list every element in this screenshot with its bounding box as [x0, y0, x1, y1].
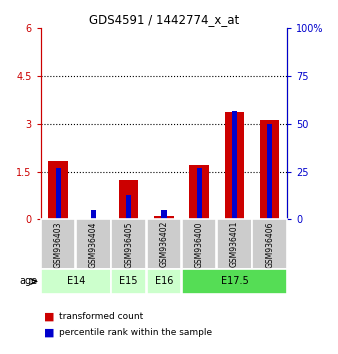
Bar — [182, 269, 287, 294]
Bar — [119, 179, 138, 219]
Text: E16: E16 — [155, 276, 173, 286]
Bar — [161, 210, 167, 219]
Text: age: age — [19, 276, 37, 286]
Bar — [267, 124, 272, 219]
Text: ■: ■ — [44, 312, 54, 322]
Bar — [182, 219, 216, 269]
Text: GSM936404: GSM936404 — [89, 221, 98, 268]
Text: transformed count: transformed count — [59, 312, 143, 321]
Bar — [112, 219, 146, 269]
Text: ■: ■ — [44, 328, 54, 338]
Text: GSM936406: GSM936406 — [265, 221, 274, 268]
Text: E17.5: E17.5 — [221, 276, 248, 286]
Bar — [112, 269, 146, 294]
Bar — [41, 269, 111, 294]
Text: GSM936400: GSM936400 — [195, 221, 204, 268]
Text: GSM936401: GSM936401 — [230, 221, 239, 268]
Text: GSM936403: GSM936403 — [54, 221, 63, 268]
Bar — [190, 165, 209, 219]
Bar — [225, 112, 244, 219]
Bar — [154, 216, 174, 219]
Bar — [55, 168, 61, 219]
Bar — [147, 269, 181, 294]
Text: GSM936405: GSM936405 — [124, 221, 133, 268]
Bar — [91, 210, 96, 219]
Bar — [147, 219, 181, 269]
Bar — [48, 161, 68, 219]
Bar — [217, 219, 252, 269]
Text: percentile rank within the sample: percentile rank within the sample — [59, 328, 212, 337]
Bar — [232, 110, 237, 219]
Text: E14: E14 — [67, 276, 85, 286]
Bar — [196, 168, 202, 219]
Bar — [252, 219, 287, 269]
Bar — [260, 120, 280, 219]
Bar — [41, 219, 75, 269]
Bar — [126, 195, 131, 219]
Text: E15: E15 — [119, 276, 138, 286]
Title: GDS4591 / 1442774_x_at: GDS4591 / 1442774_x_at — [89, 13, 239, 26]
Bar — [76, 219, 111, 269]
Text: GSM936402: GSM936402 — [160, 221, 168, 268]
